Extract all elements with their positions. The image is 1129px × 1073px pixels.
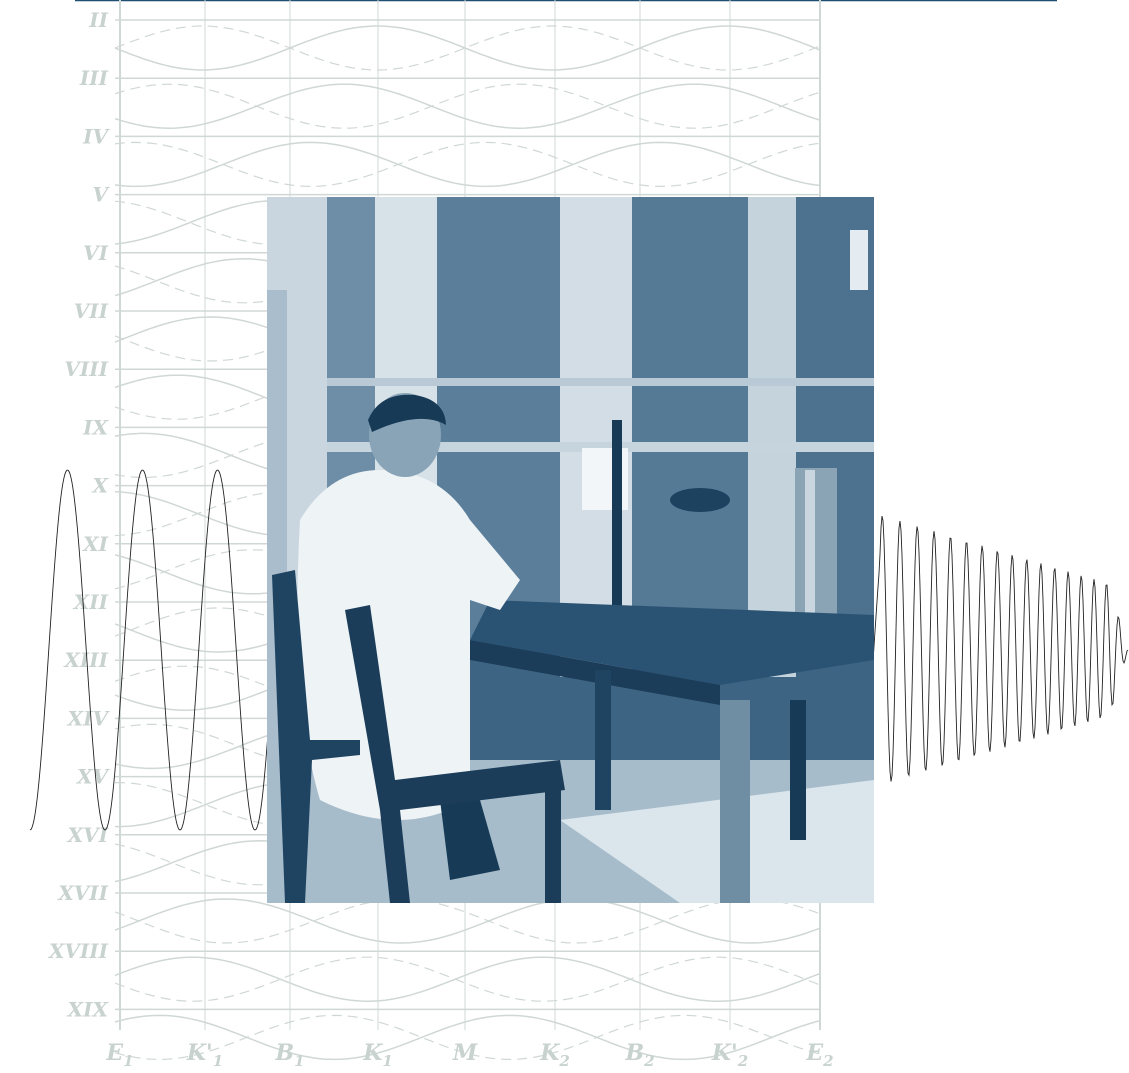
column-label-sub: 2 bbox=[822, 1052, 833, 1070]
column-label-main: K bbox=[362, 1040, 383, 1066]
diagram-wave-dashed bbox=[114, 956, 821, 1002]
photograph bbox=[267, 197, 874, 903]
column-label: K'1 bbox=[186, 1040, 223, 1070]
diagram-wave-dashed bbox=[114, 141, 821, 188]
row-label: XV bbox=[75, 765, 111, 789]
column-label-sub: 1 bbox=[213, 1052, 223, 1070]
column-label: B2 bbox=[624, 1040, 654, 1070]
diagram-wave bbox=[114, 898, 821, 944]
row-label: III bbox=[79, 66, 109, 90]
column-label-main: E bbox=[805, 1040, 824, 1066]
diagram-wave-dashed bbox=[114, 83, 821, 129]
diagram-wave bbox=[114, 141, 821, 188]
diagram-wave-dashed bbox=[114, 25, 821, 71]
diagram-wave-dashed bbox=[114, 1014, 821, 1061]
column-label: K1 bbox=[362, 1040, 393, 1070]
column-label-main: K' bbox=[711, 1040, 738, 1066]
column-label-sub: 1 bbox=[382, 1052, 392, 1070]
row-label: VI bbox=[83, 241, 109, 265]
row-label: XVII bbox=[56, 881, 108, 905]
row-label: XI bbox=[81, 532, 109, 556]
row-label: XII bbox=[72, 590, 109, 614]
row-label: IV bbox=[82, 124, 110, 148]
diagram-wave bbox=[114, 25, 821, 71]
row-label: VII bbox=[74, 299, 109, 323]
column-label: E1 bbox=[105, 1040, 133, 1070]
row-label: X bbox=[90, 474, 109, 498]
column-label-main: B bbox=[274, 1040, 294, 1066]
row-label: XIII bbox=[62, 648, 108, 672]
diagram-wave bbox=[114, 83, 821, 129]
column-label-sub: 2 bbox=[737, 1052, 748, 1070]
diagram-wave-dashed bbox=[114, 723, 821, 769]
row-label: XIV bbox=[66, 706, 111, 730]
row-label: XVIII bbox=[47, 939, 109, 963]
row-label: XVI bbox=[66, 823, 109, 847]
row-label: VIII bbox=[64, 357, 108, 381]
column-label-sub: 1 bbox=[123, 1052, 133, 1070]
diagram-wave bbox=[114, 956, 821, 1002]
column-label: B1 bbox=[274, 1040, 304, 1070]
row-label: II bbox=[88, 8, 108, 32]
column-label: E2 bbox=[805, 1040, 833, 1070]
row-label: IX bbox=[82, 415, 109, 439]
column-label: M bbox=[452, 1040, 478, 1066]
column-label-main: E bbox=[105, 1040, 124, 1066]
column-label-main: K bbox=[539, 1040, 560, 1066]
row-label: V bbox=[92, 183, 110, 207]
column-label-sub: 1 bbox=[294, 1052, 304, 1070]
column-label: K'2 bbox=[711, 1040, 748, 1070]
diagram-wave bbox=[114, 1014, 821, 1061]
column-label-main: B bbox=[624, 1040, 644, 1066]
column-label: K2 bbox=[539, 1040, 570, 1070]
column-label-main: M bbox=[452, 1040, 478, 1066]
row-label: XIX bbox=[66, 997, 110, 1021]
diagram-wave-dashed bbox=[114, 898, 821, 944]
column-label-sub: 2 bbox=[643, 1052, 654, 1070]
diagram-wave-dashed bbox=[114, 432, 821, 478]
column-label-sub: 2 bbox=[558, 1052, 569, 1070]
column-label-main: K' bbox=[186, 1040, 213, 1066]
